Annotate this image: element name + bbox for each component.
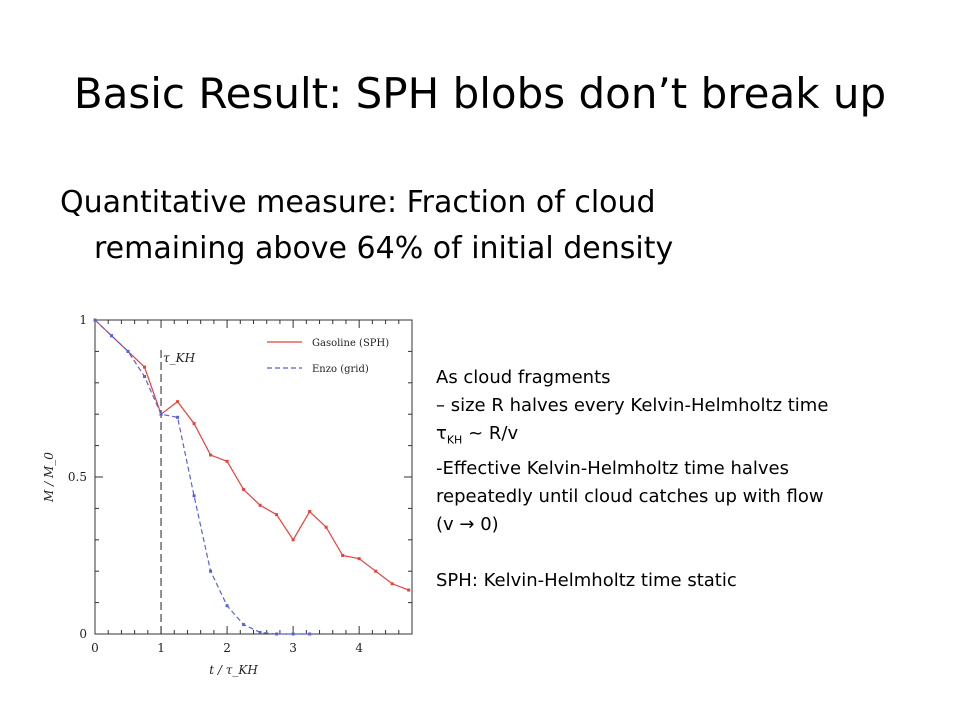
legend-label-0: Gasoline (SPH) [312,338,389,349]
notes-spacer [436,539,936,567]
notes-line-1: As cloud fragments [436,367,611,388]
series-1-point [225,604,229,608]
tau-relation: ~ R/v [462,423,519,444]
notes-line-4: -Effective Kelvin-Helmholtz time halves [436,457,790,479]
tau-symbol: τ [436,423,447,444]
legend-label-1: Enzo (grid) [312,364,369,375]
x-tick-label: 1 [157,641,165,655]
series-1-point [308,632,312,636]
series-0-point [192,422,196,426]
series-1-point [209,569,213,573]
series-0-point [357,557,361,561]
series-0-point [225,459,229,463]
x-tick-label: 2 [223,641,231,655]
notes-line-6: (v → 0) [436,513,499,535]
slide-title: Basic Result: SPH blobs don’t break up [73,69,887,118]
series-1-point [143,375,147,379]
series-1-point [242,623,246,627]
tau-kh-annotation: τ_KH [163,351,196,365]
series-1-point [192,494,196,498]
slide-subtitle: Quantitative measure: Fraction of cloud … [60,180,780,272]
mass-fraction-chart: 0 1 2 3 4 0 0.5 1 t / τ_KH M / M_0 τ_KH Gasoline (S… [42,313,413,677]
y-tick-label: 1 [79,313,87,327]
series-0-point [143,365,147,369]
tau-subscript: KH [446,433,463,447]
x-tick-label: 4 [355,641,363,655]
series-0-point [407,588,411,592]
series-0-point [242,488,246,492]
series-0-point [258,503,262,507]
notes-line-2: – size R halves every Kelvin-Helmholtz t… [436,395,829,416]
x-tick-label: 0 [91,641,99,655]
series-1-point [291,632,295,636]
y-tick-label: 0.5 [68,470,87,484]
series-line-0 [94,319,409,591]
series-1-point [126,349,130,353]
series-1-point [93,318,97,322]
series-0-point [324,525,328,529]
x-tick-label: 3 [289,641,297,655]
series-0-point [176,400,180,404]
series-line-1 [94,319,310,635]
series-1-point [110,334,114,338]
subtitle-line-2: remaining above 64% of initial density [94,231,674,266]
notes-line-5: repeatedly until cloud catches up with f… [436,485,824,507]
notes-line-3: τKH ~ R/v [436,420,936,455]
series-0-point [308,510,312,514]
series-1-point [258,630,262,634]
series-0-point [390,582,394,586]
series-0-point [341,554,345,557]
notes-line-7: SPH: Kelvin-Helmholtz time static [436,569,737,591]
series-1-point [159,412,163,416]
series-0-point [291,538,295,542]
series-0-point [209,453,213,457]
y-axis-label: M / M_0 [42,452,56,503]
y-tick-label: 0 [79,627,87,641]
x-axis-label: t / τ_KH [209,663,258,677]
notes-block: As cloud fragments – size R halves every… [436,364,936,595]
subtitle-line-1: Quantitative measure: Fraction of cloud [60,185,656,220]
series-0-point [374,569,378,573]
series-1-point [176,415,180,419]
series-0-point [275,513,279,517]
series-1-point [275,632,279,636]
